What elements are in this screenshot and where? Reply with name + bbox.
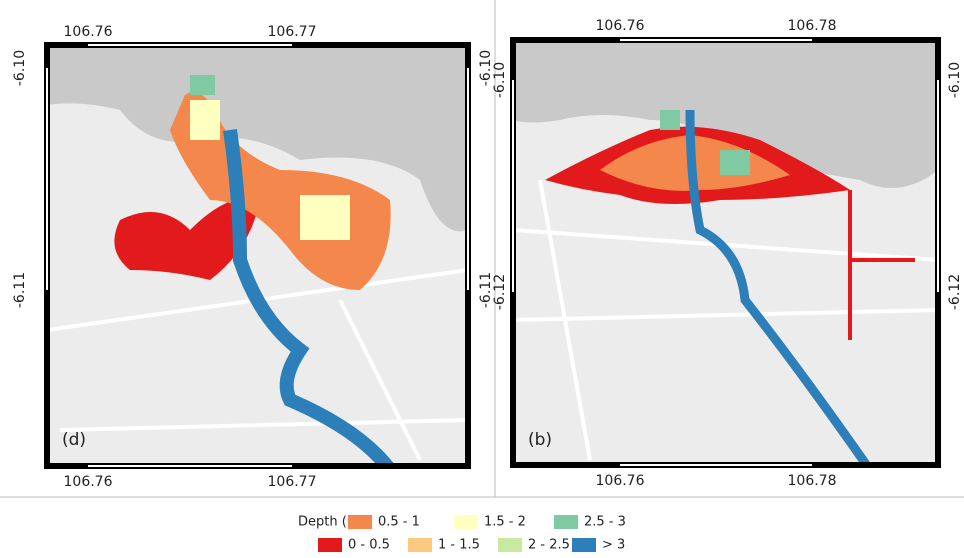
legend-swatch: [554, 515, 578, 529]
legend-label: 1.5 - 2: [484, 515, 526, 530]
x-tick-label: 106.76: [596, 18, 645, 34]
y-tick-label: -6.12: [492, 274, 508, 310]
x-tick-label: 106.78: [788, 473, 837, 489]
map-b: [513, 40, 938, 470]
legend-swatch: [348, 515, 372, 529]
x-tick-label: 106.77: [268, 474, 317, 490]
legend-label: 0.5 - 1: [378, 515, 420, 530]
legend-label: 1 - 1.5: [438, 538, 480, 553]
y-tick-label: -6.11: [12, 272, 28, 308]
x-tick-label: 106.76: [596, 473, 645, 489]
legend-label: > 3: [602, 538, 625, 553]
legend-swatch: [498, 538, 522, 552]
x-tick-label: 106.77: [268, 24, 317, 40]
panel-label: (b): [528, 430, 552, 450]
legend-swatch: [408, 538, 432, 552]
y-tick-label: -6.12: [947, 274, 963, 310]
legend-label: 2.5 - 3: [584, 515, 626, 530]
y-tick-label: -6.10: [12, 50, 28, 86]
map-d: [47, 45, 468, 470]
legend-swatch: [318, 538, 342, 552]
x-tick-label: 106.76: [64, 474, 113, 490]
panel-label: (d): [62, 430, 86, 450]
x-tick-label: 106.76: [64, 24, 113, 40]
y-tick-label: -6.10: [492, 62, 508, 98]
legend-label: 0 - 0.5: [348, 538, 390, 553]
x-tick-label: 106.78: [788, 18, 837, 34]
legend-swatch: [572, 538, 596, 552]
figure: 106.76 106.76 106.77 106.77 -6.10 -6.10 -6.11 -…: [0, 0, 964, 558]
y-tick-label: -6.10: [947, 62, 963, 98]
legend-swatch: [454, 515, 478, 529]
legend-label: 2 - 2.5: [528, 538, 570, 553]
